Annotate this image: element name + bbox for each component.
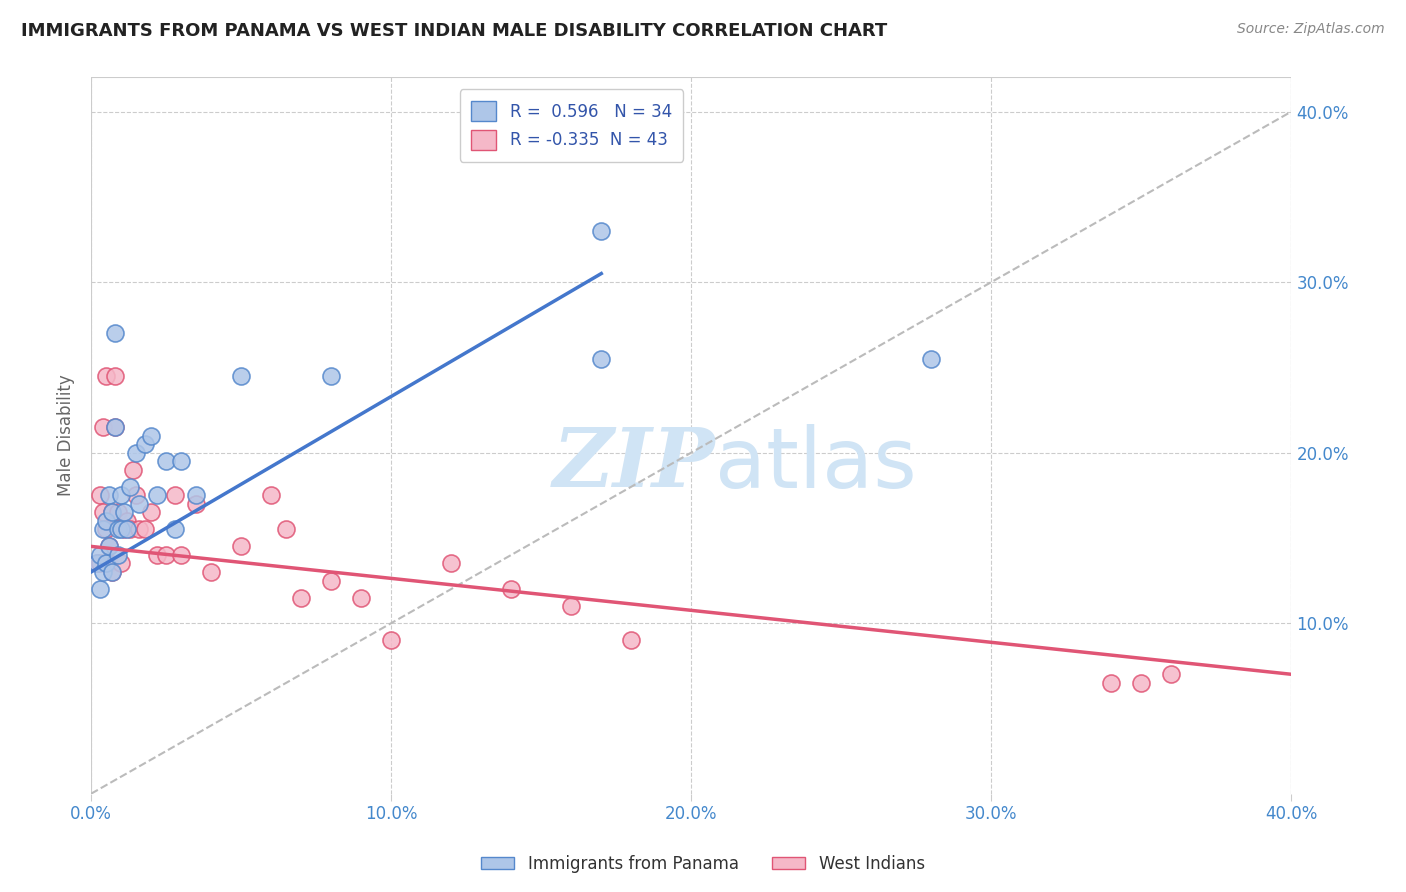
Point bbox=[141, 505, 163, 519]
Point bbox=[146, 548, 169, 562]
Point bbox=[146, 488, 169, 502]
Point bbox=[96, 368, 118, 383]
Point bbox=[1099, 676, 1122, 690]
Point bbox=[186, 497, 208, 511]
Point bbox=[115, 522, 138, 536]
Point bbox=[110, 522, 132, 536]
Point bbox=[155, 548, 177, 562]
Point bbox=[110, 557, 132, 571]
Point bbox=[104, 420, 127, 434]
Legend: Immigrants from Panama, West Indians: Immigrants from Panama, West Indians bbox=[474, 848, 932, 880]
Point bbox=[591, 224, 613, 238]
Legend: R =  0.596   N = 34, R = -0.335  N = 43: R = 0.596 N = 34, R = -0.335 N = 43 bbox=[460, 89, 683, 161]
Point bbox=[1130, 676, 1153, 690]
Point bbox=[98, 488, 121, 502]
Point bbox=[321, 574, 343, 588]
Point bbox=[125, 445, 148, 459]
Point bbox=[96, 557, 118, 571]
Point bbox=[1160, 667, 1182, 681]
Point bbox=[89, 582, 111, 596]
Point bbox=[501, 582, 523, 596]
Point bbox=[104, 326, 127, 341]
Point bbox=[186, 488, 208, 502]
Point bbox=[107, 522, 129, 536]
Point bbox=[107, 505, 129, 519]
Text: ZIP: ZIP bbox=[553, 425, 716, 504]
Text: atlas: atlas bbox=[716, 424, 917, 505]
Point bbox=[112, 522, 135, 536]
Point bbox=[101, 505, 124, 519]
Point bbox=[89, 557, 111, 571]
Point bbox=[104, 420, 127, 434]
Point bbox=[170, 454, 193, 468]
Point bbox=[98, 557, 121, 571]
Point bbox=[91, 522, 114, 536]
Point bbox=[134, 437, 156, 451]
Point bbox=[91, 565, 114, 579]
Point bbox=[260, 488, 283, 502]
Point bbox=[350, 591, 373, 605]
Point bbox=[101, 505, 124, 519]
Point bbox=[98, 540, 121, 554]
Point bbox=[101, 565, 124, 579]
Point bbox=[120, 480, 142, 494]
Point bbox=[165, 488, 187, 502]
Point bbox=[170, 548, 193, 562]
Point bbox=[440, 557, 463, 571]
Point bbox=[141, 428, 163, 442]
Point bbox=[112, 505, 135, 519]
Point bbox=[91, 505, 114, 519]
Point bbox=[920, 351, 942, 366]
Point bbox=[104, 368, 127, 383]
Point bbox=[89, 548, 111, 562]
Point bbox=[91, 420, 114, 434]
Point bbox=[96, 522, 118, 536]
Point bbox=[620, 633, 643, 648]
Point bbox=[165, 522, 187, 536]
Point bbox=[101, 565, 124, 579]
Point bbox=[591, 351, 613, 366]
Point bbox=[155, 454, 177, 468]
Point bbox=[134, 522, 156, 536]
Point bbox=[128, 522, 150, 536]
Point bbox=[380, 633, 402, 648]
Point bbox=[89, 488, 111, 502]
Y-axis label: Male Disability: Male Disability bbox=[58, 375, 75, 497]
Text: IMMIGRANTS FROM PANAMA VS WEST INDIAN MALE DISABILITY CORRELATION CHART: IMMIGRANTS FROM PANAMA VS WEST INDIAN MA… bbox=[21, 22, 887, 40]
Point bbox=[231, 540, 253, 554]
Point bbox=[560, 599, 582, 613]
Point bbox=[128, 497, 150, 511]
Point bbox=[200, 565, 222, 579]
Point bbox=[107, 548, 129, 562]
Point bbox=[125, 488, 148, 502]
Point bbox=[86, 557, 108, 571]
Point bbox=[290, 591, 312, 605]
Point bbox=[321, 368, 343, 383]
Point bbox=[86, 557, 108, 571]
Text: Source: ZipAtlas.com: Source: ZipAtlas.com bbox=[1237, 22, 1385, 37]
Point bbox=[122, 463, 145, 477]
Point bbox=[98, 540, 121, 554]
Point bbox=[120, 522, 142, 536]
Point bbox=[96, 514, 118, 528]
Point bbox=[276, 522, 298, 536]
Point bbox=[231, 368, 253, 383]
Point bbox=[115, 514, 138, 528]
Point bbox=[110, 488, 132, 502]
